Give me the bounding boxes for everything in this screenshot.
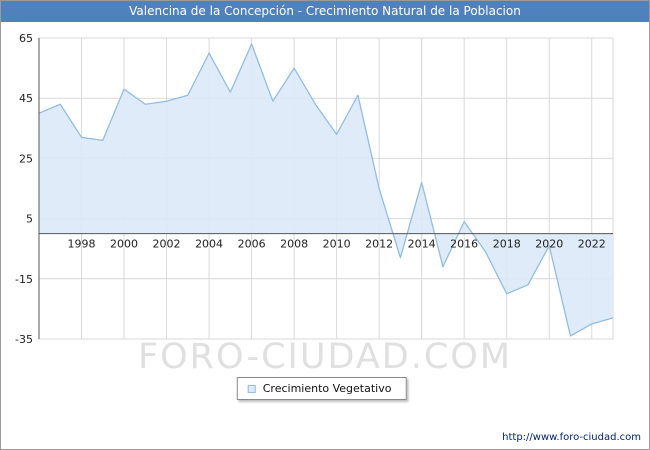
x-tick-label: 1998 bbox=[68, 238, 96, 251]
y-tick-label: -35 bbox=[15, 333, 33, 346]
y-tick-label: 5 bbox=[26, 213, 33, 226]
series-line bbox=[38, 43, 614, 337]
x-tick-label: 2004 bbox=[195, 238, 223, 251]
x-tick-label: 2020 bbox=[535, 238, 563, 251]
x-tick-label: 2002 bbox=[153, 238, 181, 251]
legend-box: Crecimiento Vegetativo bbox=[236, 377, 407, 400]
x-tick-label: 2022 bbox=[578, 238, 606, 251]
legend-series-marker-icon bbox=[247, 384, 256, 393]
footer-site-link[interactable]: http://www.foro-ciudad.com bbox=[502, 432, 641, 443]
x-tick-label: 2008 bbox=[280, 238, 308, 251]
x-tick-label: 2006 bbox=[238, 238, 266, 251]
chart-title-bar: Valencina de la Concepción - Crecimiento… bbox=[1, 1, 649, 22]
watermark-text: FORO-CIUDAD.COM bbox=[137, 337, 513, 377]
x-tick-label: 2010 bbox=[323, 238, 351, 251]
x-tick-label: 2014 bbox=[408, 238, 436, 251]
series-area bbox=[39, 44, 613, 336]
y-tick-label: 45 bbox=[19, 92, 33, 105]
legend-series-label: Crecimiento Vegetativo bbox=[262, 382, 392, 395]
x-tick-label: 2018 bbox=[493, 238, 521, 251]
x-tick-label: 2000 bbox=[110, 238, 138, 251]
y-tick-label: 65 bbox=[19, 32, 33, 45]
x-tick-label: 2016 bbox=[450, 238, 478, 251]
y-tick-label: 25 bbox=[19, 152, 33, 165]
x-tick-label: 2012 bbox=[365, 238, 393, 251]
y-tick-label: -15 bbox=[15, 273, 33, 286]
